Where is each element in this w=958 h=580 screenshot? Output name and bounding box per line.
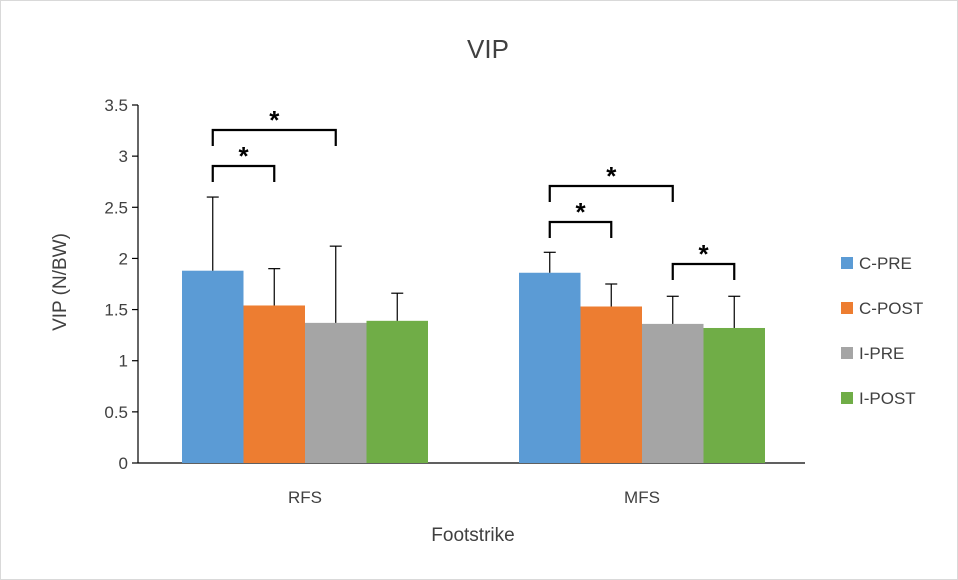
category-label-mfs: MFS [624,488,660,507]
y-tick-label: 1 [119,352,128,371]
x-axis-title: Footstrike [431,525,514,546]
chart-title: VIP [467,34,509,64]
legend-swatch-i-pre [841,347,853,359]
y-tick-label: 2.5 [104,198,128,217]
significance-bracket [548,220,613,238]
category-label-rfs: RFS [288,488,322,507]
legend-swatch-c-post [841,302,853,314]
significance-bracket [211,164,276,182]
bar-c-pre-mfs [519,272,581,463]
bar-c-post-mfs [580,306,642,463]
significance-star: * [269,105,280,135]
y-tick-label: 2 [119,249,128,268]
y-tick-label: 0 [119,454,128,473]
legend-label-c-pre: C-PRE [859,254,912,273]
bar-i-post-rfs [366,320,428,463]
y-tick-label: 3.5 [104,96,128,115]
significance-star: * [698,239,709,269]
significance-bracket [211,128,337,146]
plot-area: 0 0.5 1 1.5 2 2.5 3 3.5 RFS MFS * * * * * [104,96,805,507]
legend-label-i-post: I-POST [859,389,916,408]
y-axis-title: VIP (N/BW) [50,233,71,331]
bar-i-pre-rfs [305,322,367,463]
y-tick-label: 0.5 [104,403,128,422]
significance-star: * [575,197,586,227]
significance-star: * [238,141,249,171]
significance-bracket [548,184,674,202]
bar-i-pre-mfs [642,323,704,463]
significance-bracket [671,262,736,280]
bar-c-pre-rfs [182,270,244,463]
bar-i-post-mfs [703,327,765,463]
y-tick-label: 1.5 [104,301,128,320]
legend-swatch-i-post [841,392,853,404]
legend-label-c-post: C-POST [859,299,923,318]
legend: C-PRE C-POST I-PRE I-POST [841,254,923,408]
legend-swatch-c-pre [841,257,853,269]
y-tick-label: 3 [119,147,128,166]
legend-label-i-pre: I-PRE [859,344,904,363]
bar-c-post-rfs [243,305,305,463]
significance-star: * [606,161,617,191]
